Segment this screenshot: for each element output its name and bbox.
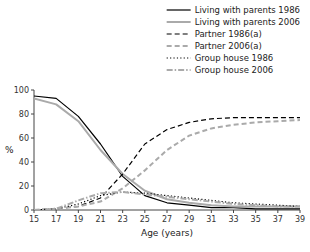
legend-handle bbox=[167, 21, 191, 23]
series-line bbox=[34, 120, 300, 210]
y-tick-label: 60 bbox=[19, 134, 29, 143]
legend-handle bbox=[167, 45, 191, 47]
series-line bbox=[34, 192, 300, 210]
y-axis-label: % bbox=[5, 145, 14, 155]
x-tick-label: 31 bbox=[206, 215, 216, 224]
chart: 15 17 19 21 23 25 27 29 31 33 35 37 39 0 20 40 60 80 100 Ag… bbox=[0, 0, 310, 252]
legend-label: Group house 2006 bbox=[195, 65, 274, 75]
y-tick-label: 100 bbox=[14, 86, 29, 95]
x-tick-label: 35 bbox=[251, 215, 261, 224]
x-tick-label: 23 bbox=[118, 215, 128, 224]
legend-handle bbox=[167, 69, 191, 71]
y-tick bbox=[31, 186, 34, 187]
x-tick bbox=[56, 210, 57, 213]
x-tick-label: 33 bbox=[228, 215, 238, 224]
x-tick-label: 37 bbox=[273, 215, 283, 224]
x-tick bbox=[144, 210, 145, 213]
plot-area bbox=[34, 96, 300, 210]
series-line bbox=[34, 192, 300, 210]
axes: 15 17 19 21 23 25 27 29 31 33 35 37 39 0 20 40 60 80 100 bbox=[14, 86, 305, 224]
legend-label: Partner 2006(a) bbox=[195, 41, 262, 51]
series-line bbox=[34, 96, 300, 209]
x-tick bbox=[189, 210, 190, 213]
legend-handle bbox=[167, 57, 191, 58]
y-tick-label: 0 bbox=[24, 206, 29, 215]
series-line bbox=[34, 118, 300, 210]
x-tick bbox=[100, 210, 101, 213]
x-tick-label: 27 bbox=[162, 215, 172, 224]
legend-label: Living with parents 2006 bbox=[195, 17, 300, 27]
legend: Living with parents 1986 Living with pare… bbox=[167, 5, 300, 75]
y-tick bbox=[31, 114, 34, 115]
x-tick-label: 21 bbox=[95, 215, 105, 224]
x-tick-label: 29 bbox=[184, 215, 194, 224]
x-tick bbox=[255, 210, 256, 213]
y-tick-label: 20 bbox=[19, 182, 29, 191]
x-tick bbox=[300, 210, 301, 213]
x-tick bbox=[233, 210, 234, 213]
x-axis-label: Age (years) bbox=[141, 228, 193, 238]
y-tick bbox=[31, 210, 34, 211]
legend-label: Group house 1986 bbox=[195, 53, 274, 63]
x-tick-label: 19 bbox=[73, 215, 83, 224]
series-line bbox=[34, 98, 300, 206]
x-tick bbox=[211, 210, 212, 213]
x-tick-label: 17 bbox=[51, 215, 61, 224]
x-tick-label: 15 bbox=[29, 215, 39, 224]
y-tick-label: 80 bbox=[19, 110, 29, 119]
x-tick-label: 25 bbox=[140, 215, 150, 224]
legend-label: Living with parents 1986 bbox=[195, 5, 300, 15]
x-tick bbox=[167, 210, 168, 213]
y-tick bbox=[31, 138, 34, 139]
x-tick bbox=[277, 210, 278, 213]
legend-handle bbox=[167, 33, 191, 34]
y-tick bbox=[31, 162, 34, 163]
y-tick-label: 40 bbox=[19, 158, 29, 167]
x-tick-label: 39 bbox=[295, 215, 305, 224]
x-tick bbox=[122, 210, 123, 213]
y-tick bbox=[31, 90, 34, 91]
x-tick bbox=[78, 210, 79, 213]
legend-label: Partner 1986(a) bbox=[195, 29, 262, 39]
y-axis-line bbox=[34, 90, 35, 210]
legend-handle bbox=[167, 9, 191, 10]
